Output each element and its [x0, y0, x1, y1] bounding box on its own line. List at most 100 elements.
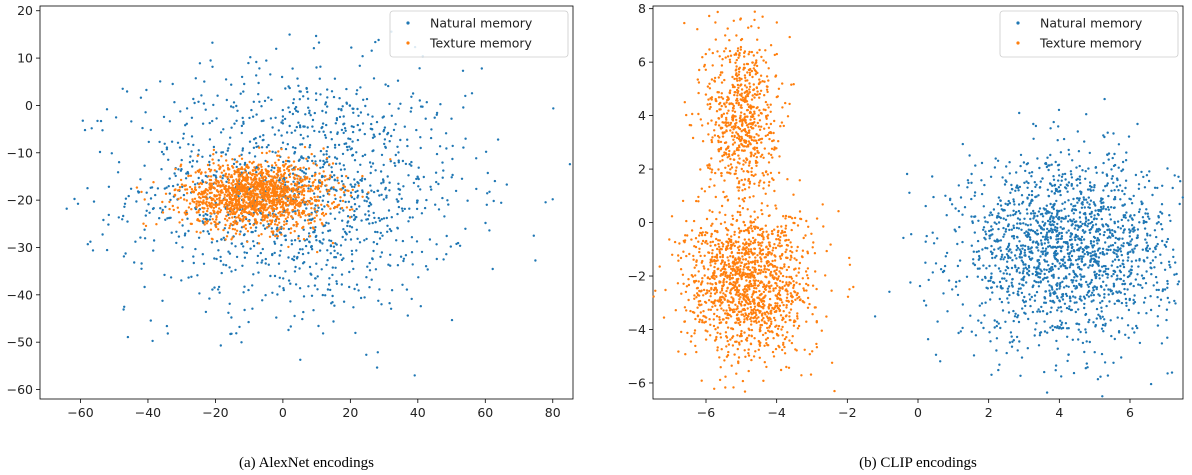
scatter-point	[1097, 262, 1100, 266]
scatter-point	[267, 165, 270, 168]
scatter-point	[390, 229, 393, 233]
scatter-point	[998, 363, 1001, 366]
scatter-point	[1130, 202, 1134, 205]
scatter-point	[333, 156, 337, 159]
scatter-point	[989, 340, 992, 343]
scatter-point	[1053, 254, 1056, 257]
scatter-point	[270, 230, 273, 233]
scatter-point	[369, 184, 372, 187]
scatter-point	[1024, 263, 1027, 266]
scatter-point	[252, 273, 255, 276]
scatter-point	[329, 131, 332, 134]
scatter-point	[257, 168, 260, 171]
scatter-point	[235, 229, 239, 232]
scatter-point	[325, 150, 328, 153]
scatter-point	[1172, 255, 1175, 259]
scatter-point	[1103, 361, 1107, 364]
scatter-point	[184, 213, 188, 216]
scatter-point	[292, 223, 295, 227]
scatter-point	[360, 219, 363, 222]
scatter-point	[931, 271, 934, 274]
scatter-point	[1100, 265, 1104, 268]
scatter-point	[207, 232, 211, 235]
scatter-point	[249, 226, 253, 229]
scatter-point	[980, 321, 983, 324]
scatter-point	[379, 170, 383, 173]
scatter-point	[1117, 238, 1121, 241]
scatter-point	[1119, 250, 1123, 253]
scatter-point	[1132, 284, 1135, 288]
scatter-point	[306, 219, 310, 222]
scatter-point	[330, 166, 333, 169]
scatter-point	[1025, 281, 1028, 284]
scatter-point	[1084, 217, 1088, 220]
scatter-point	[990, 286, 993, 289]
scatter-point	[1076, 130, 1080, 133]
scatter-point	[305, 157, 308, 160]
scatter-point	[410, 164, 413, 167]
scatter-point	[176, 141, 180, 144]
scatter-point	[247, 166, 250, 169]
scatter-point	[219, 344, 222, 347]
scatter-point	[1107, 293, 1110, 296]
scatter-point	[354, 331, 357, 335]
scatter-point	[361, 55, 364, 58]
scatter-point	[220, 271, 223, 275]
scatter-point	[1005, 253, 1009, 256]
scatter-point	[1146, 244, 1150, 247]
scatter-point	[737, 154, 740, 157]
scatter-point	[229, 105, 233, 108]
scatter-point	[1064, 178, 1067, 181]
scatter-point	[311, 217, 314, 220]
scatter-point	[231, 216, 234, 219]
scatter-point	[345, 87, 348, 91]
scatter-point	[1152, 250, 1155, 253]
scatter-point	[194, 77, 197, 80]
scatter-point	[380, 153, 384, 157]
scatter-point	[1014, 266, 1017, 269]
scatter-point	[983, 236, 986, 240]
scatter-point	[1054, 160, 1057, 164]
scatter-point	[990, 276, 993, 280]
scatter-point	[250, 162, 254, 165]
scatter-point	[1057, 306, 1060, 309]
scatter-point	[266, 197, 269, 201]
scatter-point	[246, 188, 249, 191]
scatter-point	[287, 187, 291, 190]
scatter-point	[235, 165, 238, 169]
scatter-point	[1069, 308, 1073, 312]
scatter-point	[909, 281, 912, 284]
scatter-point	[316, 204, 319, 207]
scatter-point	[296, 222, 299, 226]
scatter-point	[1053, 203, 1056, 207]
scatter-point	[252, 240, 255, 243]
scatter-point	[977, 319, 980, 322]
scatter-point	[1008, 172, 1011, 175]
scatter-point	[231, 184, 234, 187]
scatter-point	[415, 240, 419, 243]
scatter-point	[397, 187, 400, 191]
scatter-point	[188, 161, 192, 164]
scatter-point	[1124, 216, 1127, 219]
scatter-point	[1121, 282, 1124, 286]
scatter-point	[1090, 212, 1093, 215]
scatter-point	[297, 159, 301, 162]
scatter-point	[279, 177, 282, 180]
scatter-point	[344, 238, 347, 241]
scatter-point	[947, 279, 951, 282]
scatter-point	[192, 143, 195, 147]
scatter-point	[1028, 298, 1032, 301]
scatter-point	[191, 165, 194, 168]
scatter-point	[211, 158, 214, 161]
scatter-point	[314, 92, 318, 95]
scatter-point	[269, 181, 272, 184]
y-tick-label: −60	[7, 382, 33, 397]
scatter-point	[406, 314, 409, 317]
scatter-point	[1024, 254, 1027, 257]
scatter-point	[969, 314, 972, 317]
scatter-point	[722, 112, 726, 116]
scatter-point	[729, 89, 732, 92]
scatter-point	[328, 163, 331, 166]
scatter-point	[203, 223, 206, 226]
scatter-point	[1055, 288, 1059, 291]
